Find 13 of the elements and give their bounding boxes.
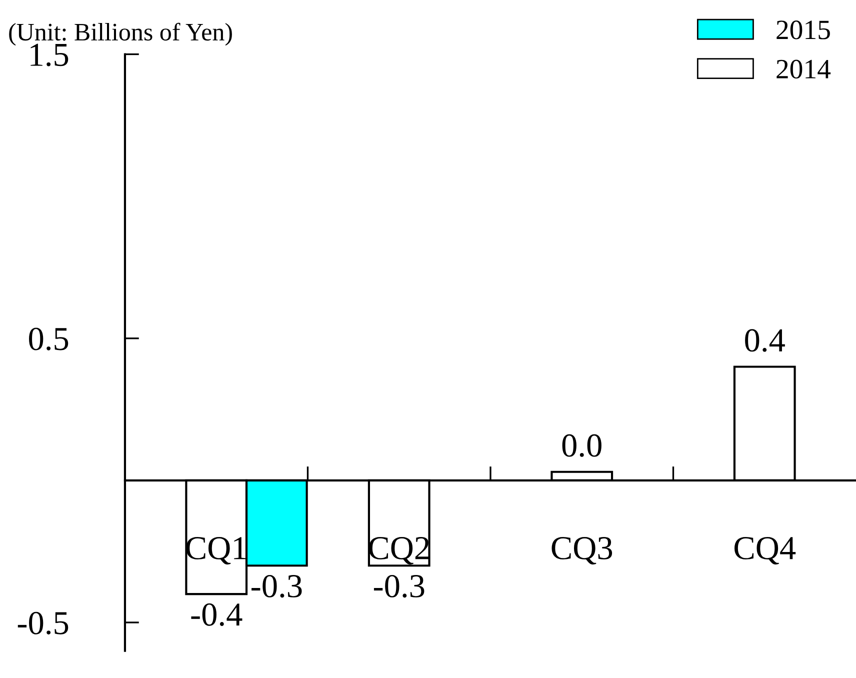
- data-label: 0.4: [745, 329, 785, 352]
- data-label: -0.3: [374, 574, 424, 598]
- data-label: -0.4: [191, 603, 242, 626]
- y-tick-label: 0.5: [29, 328, 68, 350]
- data-label: -0.3: [252, 574, 302, 598]
- legend-label: 2015: [776, 20, 830, 40]
- legend-label: 2014: [776, 60, 831, 79]
- x-tick-label: CQ4: [734, 537, 796, 565]
- x-tick-label: CQ3: [552, 537, 612, 565]
- x-tick-label: CQ1: [186, 537, 246, 565]
- y-tick-label: 1.5: [30, 44, 68, 66]
- y-tick-label: -0.5: [18, 612, 68, 635]
- data-label: 0.0: [562, 434, 602, 457]
